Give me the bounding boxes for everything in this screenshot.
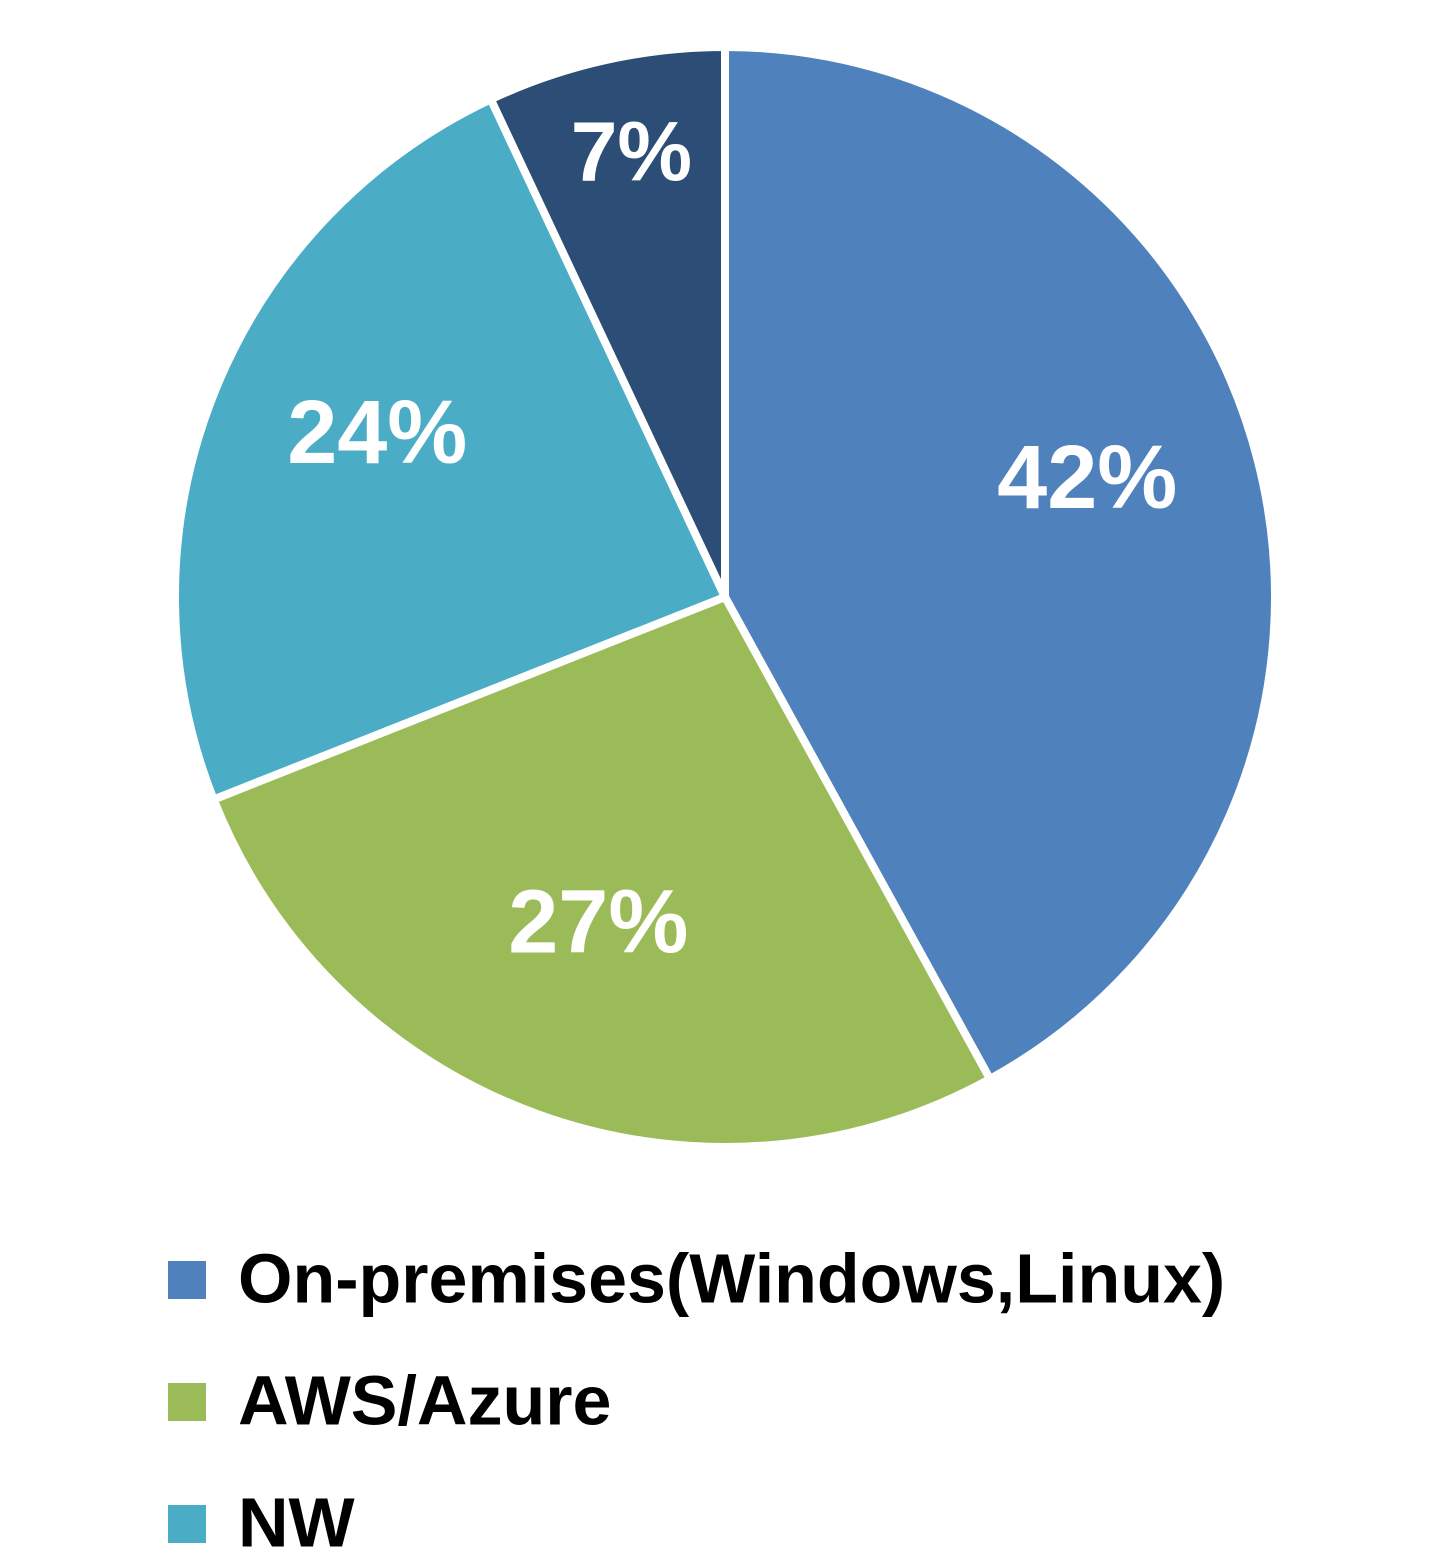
pie-slice bbox=[209, 593, 994, 1151]
legend-label: AWS/Azure bbox=[238, 1361, 611, 1439]
legend-swatch bbox=[168, 1505, 206, 1543]
pie-slice bbox=[171, 95, 729, 804]
data-label: 42% bbox=[997, 428, 1177, 528]
legend-label: NW bbox=[238, 1483, 355, 1561]
legend-label: On-premises(Windows,Linux) bbox=[238, 1239, 1225, 1317]
legend-swatch bbox=[168, 1261, 206, 1299]
legend-swatch bbox=[168, 1383, 206, 1421]
data-label: 27% bbox=[508, 873, 688, 973]
data-label: 24% bbox=[287, 383, 467, 483]
data-label: 7% bbox=[571, 105, 692, 199]
pie-slice bbox=[486, 43, 729, 601]
pie-slice bbox=[721, 43, 1279, 1083]
